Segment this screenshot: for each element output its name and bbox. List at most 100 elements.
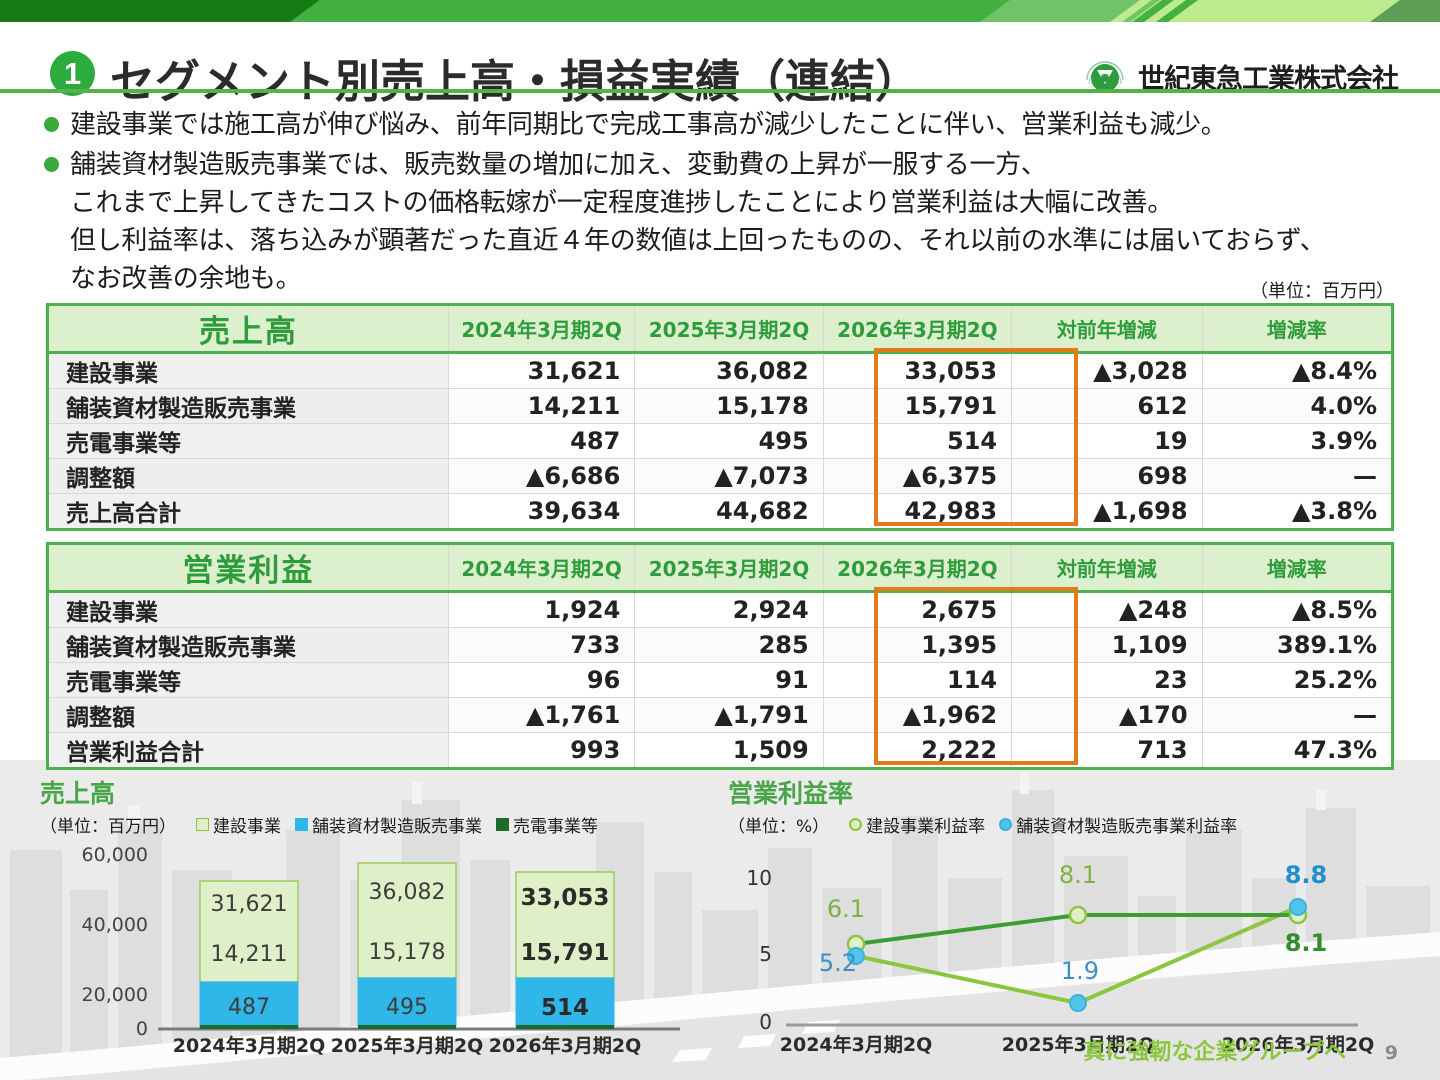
cell-value-highlighted: 42,983 [822, 493, 1013, 530]
cell-value: ▲1,791 [634, 697, 824, 733]
cell-value-highlighted: 114 [822, 662, 1013, 698]
data-label-pavement-2025: 1.9 [1061, 957, 1099, 985]
cell-value-highlighted: ▲6,375 [822, 458, 1013, 494]
bar-label-construction: 33,053 [521, 885, 610, 911]
cell-value: 19 [1011, 423, 1203, 459]
cell-value: 1,509 [634, 732, 824, 769]
row-label: 建設事業 [47, 591, 449, 628]
cell-value: 14,211 [447, 388, 636, 424]
cell-value: 47.3% [1201, 732, 1394, 769]
y-tick-label: 10 [747, 866, 772, 890]
cell-value: 713 [1011, 732, 1203, 769]
chart-unit-label: （単位：百万円） [40, 817, 176, 837]
cell-value: 44,682 [634, 493, 824, 530]
bar-segment-pavement [199, 981, 299, 1028]
cell-value: 36,082 [634, 352, 824, 389]
bar-segment-power [358, 1025, 456, 1029]
table-header-row: 営業利益 2024年3月期2Q 2025年3月期2Q 2026年3月期2Q 対前… [47, 543, 1394, 593]
chart-legend: （単位：%） 建設事業利益率 舗装資材製造販売事業利益率 [728, 812, 1428, 837]
page-number: 9 [1384, 1042, 1398, 1064]
legend-marker-icon [849, 818, 863, 831]
x-tick-label: 2024年3月期2Q [173, 1034, 325, 1057]
row-label: 売上高合計 [47, 493, 449, 530]
chart-legend: （単位：百万円） 建設事業 舗装資材製造販売事業 売電事業等 [40, 812, 720, 837]
cell-value: ▲6,686 [447, 458, 636, 494]
cell-value: 91 [634, 662, 824, 698]
cell-value: — [1201, 458, 1394, 494]
cell-value: 31,621 [447, 352, 636, 389]
cell-value-highlighted: 514 [822, 423, 1013, 459]
marker-pavement-2024 [847, 947, 865, 965]
column-header-current: 2026年3月期2Q [822, 543, 1013, 593]
cell-value: 25.2% [1201, 662, 1394, 698]
cell-value: ▲1,698 [1011, 493, 1203, 530]
row-label: 舗装資材製造販売事業 [47, 388, 449, 424]
cell-value-highlighted: ▲1,962 [822, 697, 1013, 733]
bar-group-2026: 33,053 15,791 514 [515, 871, 615, 1029]
data-label-construction-2025: 8.1 [1059, 861, 1097, 889]
table-row-total: 営業利益合計 993 1,509 2,222 713 47.3% [47, 732, 1394, 769]
cell-value: 4.0% [1201, 388, 1394, 424]
chart-unit-label: （単位：%） [728, 817, 830, 837]
operating-profit-table: 営業利益 2024年3月期2Q 2025年3月期2Q 2026年3月期2Q 対前… [46, 542, 1394, 770]
cell-value: 733 [447, 627, 636, 663]
cell-value: ▲3.8% [1201, 493, 1394, 530]
row-label: 舗装資材製造販売事業 [47, 627, 449, 663]
legend-label: 建設事業 [213, 817, 281, 837]
page-title: セグメント別売上高・損益実績（連結） [110, 55, 921, 108]
unit-note: （単位：百万円） [1250, 281, 1394, 302]
cell-value: 2,924 [634, 591, 824, 628]
bar-segment-construction [357, 862, 457, 979]
bullet-text: 建設事業では施工高が伸び悩み、前年同期比で完成工事高が減少したことに伴い、営業利… [70, 110, 1227, 140]
column-header: 2025年3月期2Q [634, 304, 824, 354]
x-tick-label: 2026年3月期2Q [489, 1034, 641, 1057]
bar-label-power: 495 [386, 995, 428, 1020]
table-row: 舗装資材製造販売事業 733 285 1,395 1,109 389.1% [47, 627, 1394, 663]
footer-tagline: 真に強靭な企業グループへ [1083, 1040, 1346, 1065]
bar-label-pavement: 15,178 [369, 940, 446, 965]
legend-swatch-icon [496, 818, 509, 831]
marker-pavement-2025 [1069, 994, 1087, 1012]
cell-value: 993 [447, 732, 636, 769]
bar-label-pavement: 15,791 [521, 940, 610, 966]
row-label: 建設事業 [47, 352, 449, 389]
column-header: 増減率 [1201, 304, 1394, 354]
cell-value: 495 [634, 423, 824, 459]
cell-value: 1,924 [447, 591, 636, 628]
cell-value-highlighted: 1,395 [822, 627, 1013, 663]
operating-margin-line-chart: 営業利益率 （単位：%） 建設事業利益率 舗装資材製造販売事業利益率 10 5 … [728, 774, 1428, 1056]
y-tick-label: 60,000 [82, 844, 148, 866]
legend-label: 舗装資材製造販売事業利益率 [1016, 817, 1238, 837]
chart-title: 営業利益率 [728, 779, 854, 808]
cell-value: ▲248 [1011, 591, 1203, 628]
sales-table-title: 売上高 [47, 304, 449, 354]
cell-value: 96 [447, 662, 636, 698]
cell-value-highlighted: 2,675 [822, 591, 1013, 628]
table-header-row: 売上高 2024年3月期2Q 2025年3月期2Q 2026年3月期2Q 対前年… [47, 304, 1394, 354]
cell-value-highlighted: 2,222 [822, 732, 1013, 769]
table-row: 調整額 ▲6,686 ▲7,073 ▲6,375 698 — [47, 458, 1394, 494]
column-header: 対前年増減 [1011, 304, 1203, 354]
column-header: 対前年増減 [1011, 543, 1203, 593]
chart-title: 売上高 [40, 779, 116, 808]
bar-label-power: 487 [228, 995, 270, 1020]
profit-table-title: 営業利益 [47, 543, 449, 593]
bullet-text: なお改善の余地も。 [70, 264, 302, 294]
cell-value: ▲170 [1011, 697, 1203, 733]
x-tick-label: 2024年3月期2Q [780, 1033, 932, 1056]
top-ribbon [0, 0, 1440, 22]
section-number-badge: 1 [50, 51, 95, 96]
bar-group-2024: 31,621 14,211 487 [199, 880, 299, 1029]
bar-segment-pavement [357, 977, 457, 1027]
legend-label: 建設事業利益率 [866, 817, 986, 837]
background-watermark [0, 760, 1440, 1080]
marker-construction-2025 [1068, 905, 1088, 925]
column-header-current: 2026年3月期2Q [822, 304, 1013, 354]
marker-pavement-2026 [1289, 898, 1307, 916]
bar-group-2025: 36,082 15,178 495 [357, 862, 457, 1029]
cell-value: ▲1,761 [447, 697, 636, 733]
x-tick-label: 2025年3月期2Q [1002, 1033, 1154, 1056]
header-divider [0, 89, 1440, 93]
row-label: 売電事業等 [47, 423, 449, 459]
